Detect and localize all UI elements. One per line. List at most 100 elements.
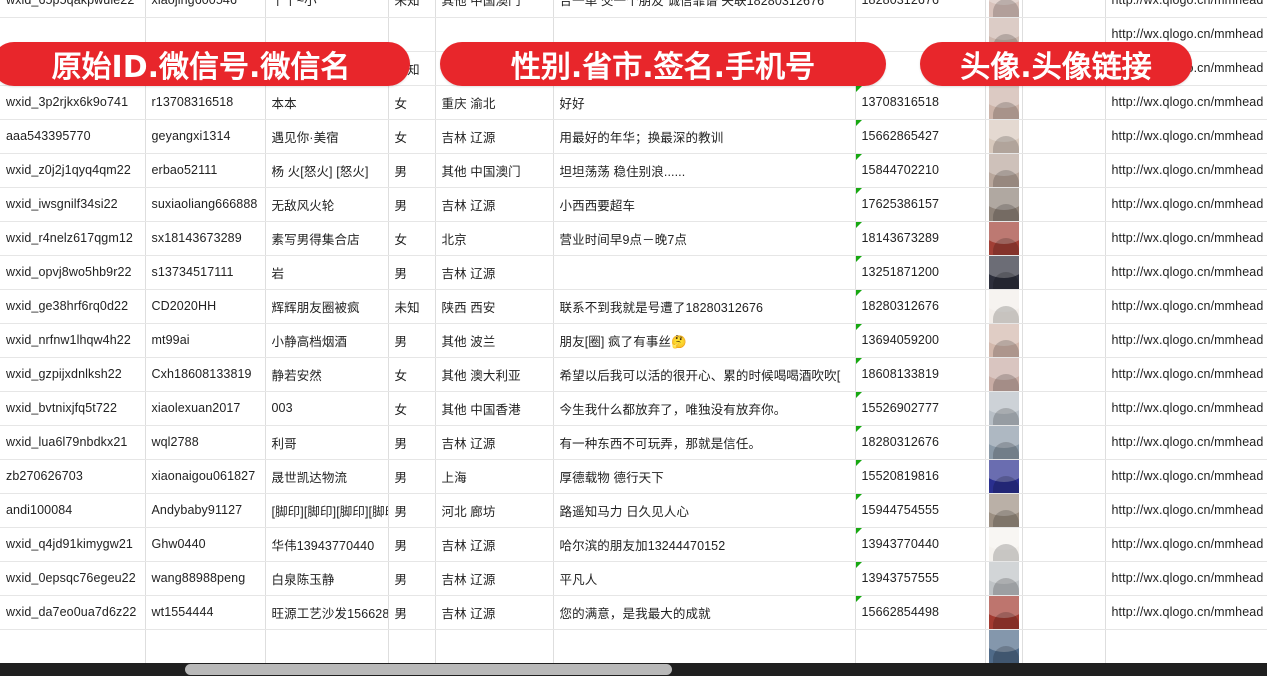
cell-gender[interactable]: 女 xyxy=(388,221,436,256)
cell-phone[interactable]: 13943770440 xyxy=(855,527,986,562)
cell-region[interactable]: 吉林 辽源 xyxy=(435,255,554,290)
cell-wechat-name[interactable]: 旺源工艺沙发15662854 xyxy=(265,595,389,630)
cell-gender[interactable]: 男 xyxy=(388,527,436,562)
horizontal-scrollbar[interactable] xyxy=(0,663,1267,676)
table-row[interactable]: wxid_iwsgnilf34si22 suxiaoliang666888 无敌风火… xyxy=(0,187,1267,222)
cell-signature[interactable]: 路遥知马力 日久见人心 xyxy=(553,493,856,528)
cell-avatar-url[interactable]: http://wx.qlogo.cn/mmhead xyxy=(1105,391,1267,426)
cell-avatar-url[interactable]: http://wx.qlogo.cn/mmhead xyxy=(1105,561,1267,596)
cell-wechat-id[interactable] xyxy=(145,629,266,664)
cell-spacer[interactable] xyxy=(1022,425,1106,460)
cell-wechat-name[interactable]: 白泉陈玉静 xyxy=(265,561,389,596)
cell-gender[interactable]: 男 xyxy=(388,459,436,494)
cell-gender[interactable]: 女 xyxy=(388,391,436,426)
cell-origin-id[interactable]: wxid_3p2rjkx6k9o741 xyxy=(0,85,146,120)
cell-region[interactable]: 其他 波兰 xyxy=(435,323,554,358)
cell-avatar[interactable] xyxy=(985,119,1023,154)
cell-region[interactable]: 其他 澳大利亚 xyxy=(435,357,554,392)
cell-avatar-url[interactable]: http://wx.qlogo.cn/mmhead xyxy=(1105,119,1267,154)
cell-origin-id[interactable]: wxid_gzpijxdnlksh22 xyxy=(0,357,146,392)
cell-avatar[interactable] xyxy=(985,221,1023,256)
cell-spacer[interactable] xyxy=(1022,595,1106,630)
cell-origin-id[interactable]: wxid_lua6l79nbdkx21 xyxy=(0,425,146,460)
cell-avatar-url[interactable]: http://wx.qlogo.cn/mmhead xyxy=(1105,17,1267,52)
cell-phone[interactable]: 15844702210 xyxy=(855,153,986,188)
cell-avatar-url[interactable]: http://wx.qlogo.cn/mmhead xyxy=(1105,221,1267,256)
table-row[interactable]: wxid_ge38hrf6rq0d22 CD2020HH 辉辉朋友圈被疯 未知 陕西 西… xyxy=(0,289,1267,324)
cell-avatar-url[interactable]: http://wx.qlogo.cn/mmhead xyxy=(1105,255,1267,290)
cell-avatar-url[interactable]: http://wx.qlogo.cn/mmhead xyxy=(1105,85,1267,120)
table-row[interactable]: wxid_da7eo0ua7d6z22wt1554444旺源工艺沙发156628… xyxy=(0,595,1267,630)
cell-signature[interactable] xyxy=(553,255,856,290)
cell-signature[interactable]: 平凡人 xyxy=(553,561,856,596)
table-row[interactable]: wxid_gzpijxdnlksh22 Cxh18608133819 静若安然女其他… xyxy=(0,357,1267,392)
cell-spacer[interactable] xyxy=(1022,459,1106,494)
cell-region[interactable]: 其他 中国香港 xyxy=(435,391,554,426)
cell-avatar-url[interactable] xyxy=(1105,629,1267,664)
cell-spacer[interactable] xyxy=(1022,629,1106,664)
cell-avatar-url[interactable]: http://wx.qlogo.cn/mmhead xyxy=(1105,595,1267,630)
cell-wechat-name[interactable]: 华伟13943770440 xyxy=(265,527,389,562)
table-row[interactable]: wxid_opvj8wo5hb9r22 s13734517111 岩男吉林 辽源 13… xyxy=(0,255,1267,290)
cell-signature[interactable]: 哈尔滨的朋友加13244470152 xyxy=(553,527,856,562)
cell-gender[interactable]: 女 xyxy=(388,357,436,392)
cell-gender[interactable]: 男 xyxy=(388,595,436,630)
cell-wechat-id[interactable]: Cxh18608133819 xyxy=(145,357,266,392)
cell-wechat-name[interactable]: 素写男得集合店 xyxy=(265,221,389,256)
cell-signature[interactable]: 坦坦荡荡 稳住别浪...... xyxy=(553,153,856,188)
cell-signature[interactable]: 好好 xyxy=(553,85,856,120)
cell-wechat-name[interactable]: 利哥 xyxy=(265,425,389,460)
cell-wechat-id[interactable]: erbao52111 xyxy=(145,153,266,188)
cell-signature[interactable]: 希望以后我可以活的很开心、累的时候喝喝酒吹吹[ xyxy=(553,357,856,392)
table-row[interactable]: wxid_r4nelz617qgm12 sx18143673289 素写男得集合店女… xyxy=(0,221,1267,256)
cell-phone[interactable]: 15526902777 xyxy=(855,391,986,426)
cell-origin-id[interactable]: zb270626703 xyxy=(0,459,146,494)
cell-phone[interactable]: 15662865427 xyxy=(855,119,986,154)
cell-wechat-name[interactable]: 辉辉朋友圈被疯 xyxy=(265,289,389,324)
cell-gender[interactable]: 未知 xyxy=(388,0,436,18)
cell-avatar-url[interactable]: http://wx.qlogo.cn/mmhead xyxy=(1105,153,1267,188)
cell-avatar-url[interactable]: http://wx.qlogo.cn/mmhead xyxy=(1105,289,1267,324)
cell-origin-id[interactable]: wxid_r4nelz617qgm12 xyxy=(0,221,146,256)
cell-region[interactable]: 吉林 辽源 xyxy=(435,119,554,154)
cell-region[interactable]: 其他 中国澳门 xyxy=(435,153,554,188)
cell-origin-id[interactable] xyxy=(0,629,146,664)
cell-wechat-id[interactable]: s13734517111 xyxy=(145,255,266,290)
cell-avatar[interactable] xyxy=(985,629,1023,664)
cell-wechat-name[interactable]: 杨 火[怒火] [怒火] xyxy=(265,153,389,188)
cell-origin-id[interactable]: wxid_iwsgnilf34si22 xyxy=(0,187,146,222)
scrollbar-thumb[interactable] xyxy=(185,664,672,675)
cell-phone[interactable]: 18280312676 xyxy=(855,425,986,460)
cell-signature[interactable]: 合一单 交一个朋友 诚信靠谱 失联18280312676 xyxy=(553,0,856,18)
cell-phone[interactable]: 13694059200 xyxy=(855,323,986,358)
cell-origin-id[interactable]: wxid_ge38hrf6rq0d22 xyxy=(0,289,146,324)
cell-gender[interactable]: 男 xyxy=(388,561,436,596)
cell-region[interactable]: 陕西 西安 xyxy=(435,289,554,324)
cell-signature[interactable]: 联系不到我就是号遭了18280312676 xyxy=(553,289,856,324)
cell-phone[interactable]: 18143673289 xyxy=(855,221,986,256)
cell-signature[interactable]: 用最好的年华；换最深的教训 xyxy=(553,119,856,154)
cell-signature[interactable]: 营业时间早9点－晚7点 xyxy=(553,221,856,256)
cell-origin-id[interactable]: wxid_bvtnixjfq5t722 xyxy=(0,391,146,426)
cell-region[interactable]: 其他 中国澳门 xyxy=(435,0,554,18)
cell-avatar[interactable] xyxy=(985,323,1023,358)
cell-phone[interactable]: 17625386157 xyxy=(855,187,986,222)
cell-origin-id[interactable]: wxid_q4jd91kimygw21 xyxy=(0,527,146,562)
cell-phone[interactable]: 13251871200 xyxy=(855,255,986,290)
cell-wechat-name[interactable]: 静若安然 xyxy=(265,357,389,392)
cell-spacer[interactable] xyxy=(1022,323,1106,358)
cell-spacer[interactable] xyxy=(1022,153,1106,188)
cell-wechat-name[interactable]: 晟世凯达物流 xyxy=(265,459,389,494)
cell-avatar-url[interactable]: http://wx.qlogo.cn/mmhead xyxy=(1105,357,1267,392)
cell-region[interactable]: 河北 廊坊 xyxy=(435,493,554,528)
cell-gender[interactable]: 男 xyxy=(388,153,436,188)
cell-phone[interactable]: 13943757555 xyxy=(855,561,986,596)
cell-spacer[interactable] xyxy=(1022,0,1106,18)
cell-wechat-name[interactable] xyxy=(265,629,389,664)
cell-region[interactable]: 北京 xyxy=(435,221,554,256)
cell-origin-id[interactable]: wxid_z0j2j1qyq4qm22 xyxy=(0,153,146,188)
cell-signature[interactable] xyxy=(553,629,856,664)
table-row[interactable]: aaa543395770 geyangxi1314 遇见你·美宿女吉林 辽源 用最好的… xyxy=(0,119,1267,154)
cell-gender[interactable]: 男 xyxy=(388,187,436,222)
cell-gender[interactable]: 女 xyxy=(388,119,436,154)
